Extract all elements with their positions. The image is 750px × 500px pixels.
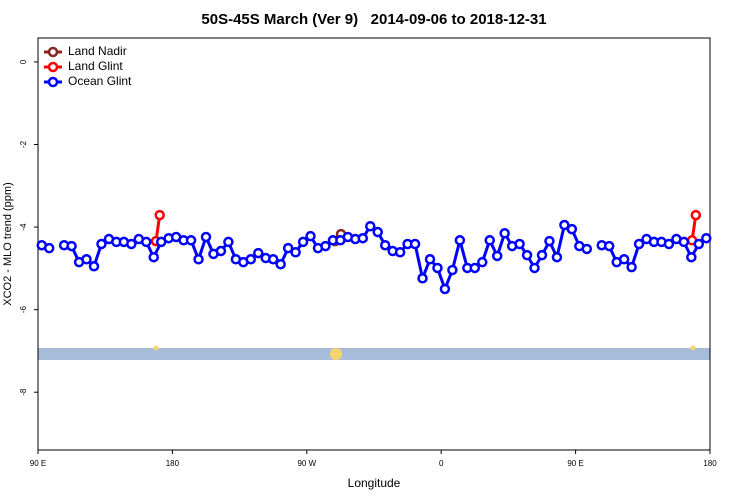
point [43, 242, 55, 254]
point [372, 226, 383, 238]
point [215, 245, 227, 257]
point [424, 254, 436, 265]
point [365, 220, 376, 232]
point [126, 238, 137, 250]
legend-marker [47, 76, 59, 88]
point [141, 236, 152, 248]
point [491, 250, 503, 262]
point [417, 273, 428, 284]
point [626, 261, 637, 273]
legend-marker [47, 46, 59, 58]
land-blob [690, 345, 696, 351]
point [663, 238, 675, 250]
point [499, 228, 510, 239]
point [477, 256, 488, 268]
point [581, 243, 593, 255]
point [514, 238, 525, 250]
point [320, 240, 331, 252]
point [544, 235, 555, 247]
point [559, 219, 570, 231]
point [154, 209, 165, 221]
point [185, 235, 197, 246]
y-tick-label: -4 [19, 223, 28, 231]
x-tick-label: 90 E [567, 459, 583, 468]
point [96, 238, 107, 250]
legend-marker [47, 61, 59, 73]
point [394, 247, 406, 258]
point [686, 251, 697, 263]
point [253, 247, 264, 259]
x-tick-label: 90 W [297, 459, 316, 468]
point [409, 238, 421, 250]
y-tick-label: 0 [19, 59, 28, 64]
point [88, 261, 100, 272]
point [536, 249, 548, 261]
point [603, 240, 615, 252]
point [454, 235, 466, 246]
point [357, 232, 369, 244]
y-axis-label: XCO2 - MLO trend (ppm) [2, 182, 14, 305]
point [81, 254, 92, 265]
x-tick-label: 0 [439, 459, 444, 468]
x-tick-label: 180 [166, 459, 180, 468]
point [484, 235, 495, 246]
y-tick-label: -8 [19, 388, 28, 396]
point [447, 264, 458, 276]
x-tick-label: 90 E [30, 459, 46, 468]
point [305, 230, 316, 242]
y-tick-label: -6 [19, 306, 28, 314]
point [432, 262, 443, 274]
point [693, 238, 705, 250]
land-blob [330, 348, 342, 360]
point [282, 242, 294, 254]
point [223, 236, 234, 248]
point [678, 236, 690, 248]
point [275, 258, 286, 270]
x-tick-label: 180 [703, 459, 717, 468]
legend-label: Land Nadir [68, 44, 127, 58]
y-tick-label: -2 [19, 140, 28, 148]
point [267, 254, 279, 265]
point [551, 251, 563, 263]
point [690, 209, 702, 221]
legend-label: Ocean Glint [68, 74, 132, 88]
point [469, 262, 481, 274]
series-line [154, 214, 698, 242]
x-axis-label: Longitude [348, 476, 401, 490]
point [633, 238, 645, 250]
point [529, 262, 540, 274]
map-strip [38, 348, 710, 360]
point [148, 251, 159, 263]
point [566, 223, 578, 235]
point [200, 231, 212, 243]
chart-title: 50S-45S March (Ver 9) 2014-09-06 to 2018… [201, 11, 546, 28]
legend-label: Land Glint [68, 59, 123, 73]
point [439, 283, 451, 295]
point [290, 247, 301, 258]
point [701, 232, 712, 244]
point [521, 249, 533, 261]
land-blob [153, 345, 159, 351]
point [379, 239, 391, 251]
point [618, 254, 630, 265]
point [193, 254, 204, 265]
point [245, 254, 257, 265]
point [66, 240, 77, 252]
point [297, 236, 309, 248]
